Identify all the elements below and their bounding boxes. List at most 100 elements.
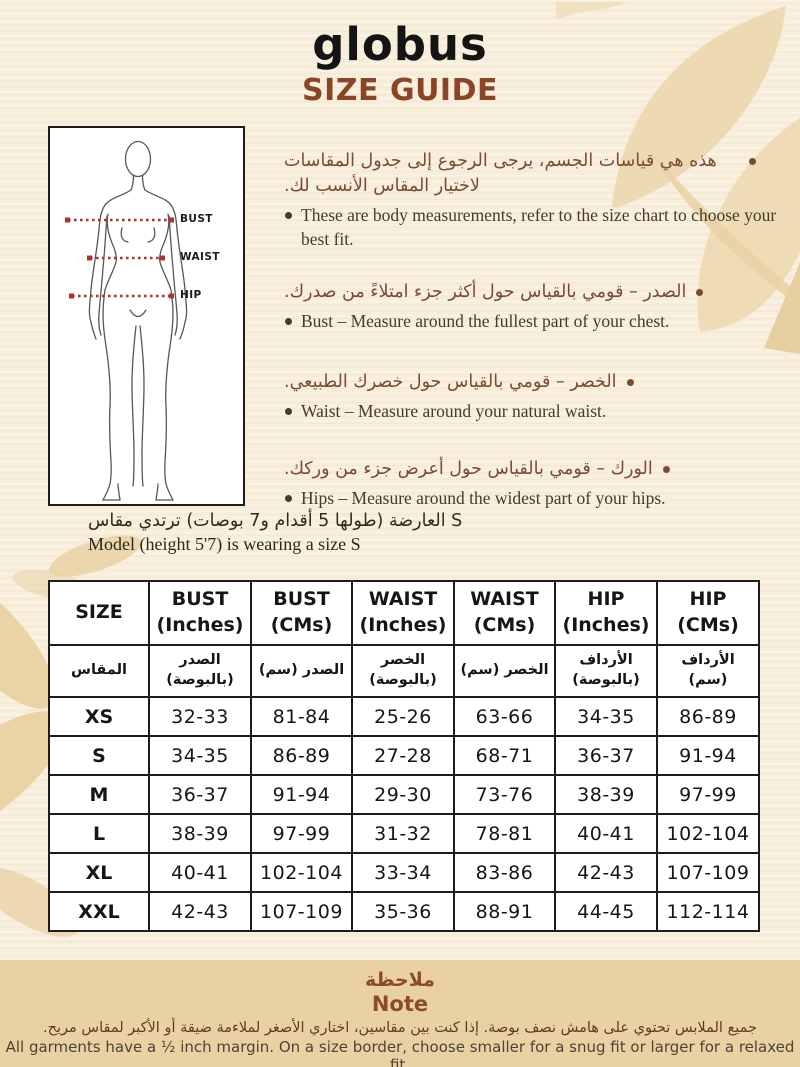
value-cell: 102-104	[250, 852, 353, 893]
col-header-hip-cm-en: HIP (CMs)	[656, 580, 760, 646]
value-cell: 91-94	[656, 735, 760, 776]
value-cell: 34-35	[554, 696, 658, 737]
instruction-text-en: Waist – Measure around your natural wais…	[301, 401, 607, 422]
page-title: SIZE GUIDE	[301, 73, 498, 108]
model-note-ar: العارضة (طولها 5 أقدام و7 بوصات) ترتدي م…	[88, 511, 463, 531]
value-cell: 81-84	[250, 696, 353, 737]
value-cell: 42-43	[554, 852, 658, 893]
size-cell: M	[48, 774, 150, 815]
col-header-size-en: SIZE	[48, 580, 150, 646]
value-cell: 40-41	[554, 813, 658, 854]
instruction-item: هذه هي قياسات الجسم، يرجى الرجوع إلى جدو…	[284, 149, 781, 251]
value-cell: 86-89	[656, 696, 760, 737]
col-header-waist-cm-en: WAIST (CMs)	[453, 580, 556, 646]
bullet-icon	[662, 465, 670, 473]
value-cell: 34-35	[148, 735, 252, 776]
value-cell: 31-32	[351, 813, 455, 854]
model-size-note: العارضة (طولها 5 أقدام و7 بوصات) ترتدي م…	[88, 511, 462, 555]
value-cell: 29-30	[351, 774, 455, 815]
body-figure-illustration	[65, 140, 188, 501]
size-chart-table: SIZE BUST (Inches) BUST (CMs) WAIST (Inc…	[48, 580, 760, 932]
header-row-ar: المقاس الصدر (بالبوصة) الصدر (سم) الخصر …	[48, 644, 760, 698]
size-row-xs: XS 32-33 81-84 25-26 63-66 34-35 86-89	[48, 696, 760, 737]
bullet-icon	[749, 158, 756, 165]
value-cell: 25-26	[351, 696, 455, 737]
size-row-s: S 34-35 86-89 27-28 68-71 36-37 91-94	[48, 735, 760, 776]
bullet-icon	[285, 408, 292, 416]
instruction-text-ar: الخصر – قومي بالقياس حول خصرك الطبيعي.	[284, 371, 617, 392]
size-cell: S	[48, 735, 150, 776]
brand-logo: globus	[312, 18, 488, 71]
size-cell: L	[48, 813, 150, 854]
size-cell: XL	[48, 852, 150, 893]
bullet-icon	[285, 212, 292, 220]
instruction-text-ar: الورك – قومي بالقياس حول أعرض جزء من ورك…	[284, 458, 653, 479]
col-header-waist-in-ar: الخصر (بالبوصة)	[351, 644, 455, 698]
hip-label: HIP	[180, 289, 202, 301]
value-cell: 107-109	[250, 891, 353, 932]
value-cell: 97-99	[656, 774, 760, 815]
col-header-waist-in-en: WAIST (Inches)	[351, 580, 455, 646]
header-row-en: SIZE BUST (Inches) BUST (CMs) WAIST (Inc…	[48, 580, 760, 646]
model-note-en: Model (height 5'7) is wearing a size S	[88, 534, 361, 554]
body-measurement-diagram: BUST WAIST HIP	[48, 126, 245, 506]
value-cell: 78-81	[453, 813, 556, 854]
value-cell: 88-91	[453, 891, 556, 932]
instruction-item: الورك – قومي بالقياس حول أعرض جزء من ورك…	[284, 457, 781, 511]
value-cell: 33-34	[351, 852, 455, 893]
instruction-text-en: Hips – Measure around the widest part of…	[301, 487, 666, 508]
value-cell: 42-43	[148, 891, 252, 932]
bullet-icon	[285, 318, 292, 326]
col-header-bust-in-ar: الصدر (بالبوصة)	[148, 644, 252, 698]
value-cell: 36-37	[554, 735, 658, 776]
size-row-xxl: XXL 42-43 107-109 35-36 88-91 44-45 112-…	[48, 891, 760, 932]
size-cell: XXL	[48, 891, 150, 932]
value-cell: 27-28	[351, 735, 455, 776]
col-header-size-ar: المقاس	[48, 644, 150, 698]
size-row-m: M 36-37 91-94 29-30 73-76 38-39 97-99	[48, 774, 760, 815]
note-title-en: Note	[371, 992, 429, 1016]
value-cell: 32-33	[148, 696, 252, 737]
value-cell: 44-45	[554, 891, 658, 932]
instruction-text-en: Bust – Measure around the fullest part o…	[301, 311, 670, 332]
size-cell: XS	[48, 696, 150, 737]
value-cell: 68-71	[453, 735, 556, 776]
col-header-bust-cm-ar: الصدر (سم)	[250, 644, 353, 698]
value-cell: 102-104	[656, 813, 760, 854]
value-cell: 38-39	[554, 774, 658, 815]
value-cell: 83-86	[453, 852, 556, 893]
bullet-icon	[626, 378, 634, 386]
value-cell: 91-94	[250, 774, 353, 815]
value-cell: 38-39	[148, 813, 252, 854]
instructions-list: هذه هي قياسات الجسم، يرجى الرجوع إلى جدو…	[284, 149, 781, 539]
col-header-hip-cm-ar: الأرداف (سم)	[656, 644, 760, 698]
note-body-ar: جميع الملابس تحتوي على هامش نصف بوصة. إذ…	[43, 1020, 757, 1036]
note-section: ملاحظة Note جميع الملابس تحتوي على هامش …	[0, 960, 800, 1067]
instruction-text-en: These are body measurements, refer to th…	[301, 205, 777, 249]
waist-label: WAIST	[180, 251, 220, 263]
bust-label: BUST	[180, 213, 213, 225]
value-cell: 112-114	[656, 891, 760, 932]
value-cell: 97-99	[250, 813, 353, 854]
note-body-en: All garments have a ½ inch margin. On a …	[5, 1038, 795, 1067]
value-cell: 86-89	[250, 735, 353, 776]
bullet-icon	[285, 494, 292, 502]
col-header-bust-in-en: BUST (Inches)	[148, 580, 252, 646]
note-title-ar: ملاحظة	[365, 969, 435, 991]
value-cell: 107-109	[656, 852, 760, 893]
value-cell: 63-66	[453, 696, 556, 737]
instruction-item: الصدر – قومي بالقياس حول أكثر جزء امتلاء…	[284, 280, 781, 334]
instruction-text-ar: الصدر – قومي بالقياس حول أكثر جزء امتلاء…	[284, 282, 687, 303]
value-cell: 35-36	[351, 891, 455, 932]
value-cell: 36-37	[148, 774, 252, 815]
col-header-hip-in-en: HIP (Inches)	[554, 580, 658, 646]
col-header-bust-cm-en: BUST (CMs)	[250, 580, 353, 646]
value-cell: 40-41	[148, 852, 252, 893]
value-cell: 73-76	[453, 774, 556, 815]
instruction-text-ar: هذه هي قياسات الجسم، يرجى الرجوع إلى جدو…	[284, 151, 717, 197]
col-header-hip-in-ar: الأرداف (بالبوصة)	[554, 644, 658, 698]
instruction-item: الخصر – قومي بالقياس حول خصرك الطبيعي. W…	[284, 370, 781, 424]
bullet-icon	[696, 289, 704, 297]
col-header-waist-cm-ar: الخصر (سم)	[453, 644, 556, 698]
